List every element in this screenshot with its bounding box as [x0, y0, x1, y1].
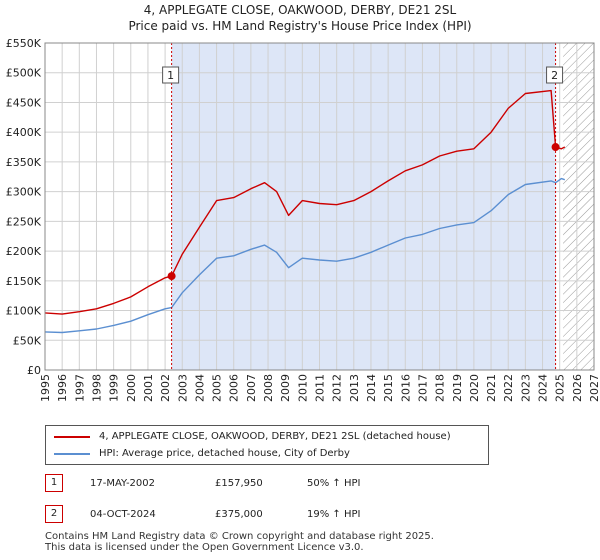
x-tick-label: 2009: [279, 374, 292, 402]
annotation-date: 04-OCT-2024: [90, 509, 156, 520]
forecast-hatch: [563, 43, 594, 370]
y-tick-label: £200K: [6, 245, 42, 258]
x-tick-label: 2021: [485, 374, 498, 402]
legend-label-property: 4, APPLEGATE CLOSE, OAKWOOD, DERBY, DE21…: [99, 431, 451, 442]
x-tick-label: 2012: [331, 374, 344, 402]
x-tick-label: 2003: [176, 374, 189, 402]
x-tick-label: 1998: [90, 374, 103, 402]
legend-swatch-blue: [54, 453, 90, 455]
footer-line: Contains HM Land Registry data © Crown c…: [45, 531, 434, 542]
y-tick-label: £150K: [6, 275, 42, 288]
x-tick-label: 2011: [314, 374, 327, 402]
x-tick-label: 1999: [108, 374, 121, 402]
legend-label-hpi: HPI: Average price, detached house, City…: [99, 448, 350, 459]
y-tick-label: £50K: [13, 334, 42, 347]
x-tick-label: 2020: [468, 374, 481, 402]
x-tick-label: 2010: [296, 374, 309, 402]
annotation-badge: 2: [45, 505, 63, 523]
annotation-hpi: 19% ↑ HPI: [307, 509, 361, 520]
x-tick-label: 2008: [262, 374, 275, 402]
y-tick-label: £350K: [6, 156, 42, 169]
x-tick-label: 2014: [365, 374, 378, 402]
sale-marker-box: [162, 66, 180, 84]
annotation-date: 17-MAY-2002: [90, 478, 156, 489]
sale-marker-box: [546, 66, 564, 84]
x-tick-label: 1995: [39, 374, 52, 402]
annotation-badge: 1: [45, 474, 63, 492]
x-tick-label: 2027: [588, 374, 600, 402]
y-tick-label: £400K: [6, 126, 42, 139]
x-tick-label: 2004: [193, 374, 206, 402]
footer: Contains HM Land Registry data © Crown c…: [45, 531, 434, 553]
property-price-line: [44, 89, 566, 315]
x-tick-label: 2026: [571, 374, 584, 402]
x-tick-label: 2007: [245, 374, 258, 402]
x-tick-label: 2013: [348, 374, 361, 402]
x-tick-label: 2006: [228, 374, 241, 402]
y-tick-label: £0: [27, 364, 41, 377]
x-tick-label: 2025: [554, 374, 567, 402]
price-chart: 4, APPLEGATE CLOSE, OAKWOOD, DERBY, DE21…: [6, 3, 600, 402]
x-tick-label: 2024: [537, 374, 550, 402]
x-tick-label: 2016: [399, 374, 412, 402]
annotation-price: £157,950: [215, 478, 263, 489]
x-tick-label: 1996: [56, 374, 69, 402]
x-tick-label: 2022: [502, 374, 515, 402]
x-tick-label: 2017: [416, 374, 429, 402]
footer-line: This data is licensed under the Open Gov…: [45, 542, 364, 553]
x-tick-label: 2000: [125, 374, 138, 402]
chart-title: 4, APPLEGATE CLOSE, OAKWOOD, DERBY, DE21…: [144, 3, 457, 17]
x-tick-label: 2001: [142, 374, 155, 402]
x-tick-label: 2018: [434, 374, 447, 402]
x-tick-label: 2019: [451, 374, 464, 402]
y-tick-label: £300K: [6, 186, 42, 199]
sale-marker-label: 1: [167, 69, 174, 82]
chart-subtitle: Price paid vs. HM Land Registry's House …: [128, 19, 471, 33]
y-tick-label: £250K: [6, 215, 42, 228]
annotation-hpi: 50% ↑ HPI: [307, 478, 361, 489]
y-tick-label: £100K: [6, 305, 42, 318]
annotation-row: 1 17-MAY-2002 £157,950 50% ↑ HPI: [45, 474, 465, 492]
x-tick-label: 2005: [211, 374, 224, 402]
sale-point: [551, 143, 560, 152]
y-tick-label: £450K: [6, 96, 42, 109]
x-tick-label: 2002: [159, 374, 172, 402]
sale-marker-label: 2: [551, 69, 558, 82]
sale-point: [167, 272, 176, 281]
ownership-shade: [171, 43, 556, 370]
plot-border: [44, 42, 595, 371]
annotation-price: £375,000: [215, 509, 263, 520]
legend-swatch-red: [54, 436, 90, 438]
annotation-row: 2 04-OCT-2024 £375,000 19% ↑ HPI: [45, 505, 465, 523]
x-tick-label: 2015: [382, 374, 395, 402]
legend: 4, APPLEGATE CLOSE, OAKWOOD, DERBY, DE21…: [45, 425, 489, 465]
x-tick-label: 2023: [519, 374, 532, 402]
x-tick-label: 1997: [73, 374, 86, 402]
y-tick-label: £500K: [6, 67, 42, 80]
y-tick-label: £550K: [6, 37, 42, 50]
hpi-line: [44, 177, 566, 334]
